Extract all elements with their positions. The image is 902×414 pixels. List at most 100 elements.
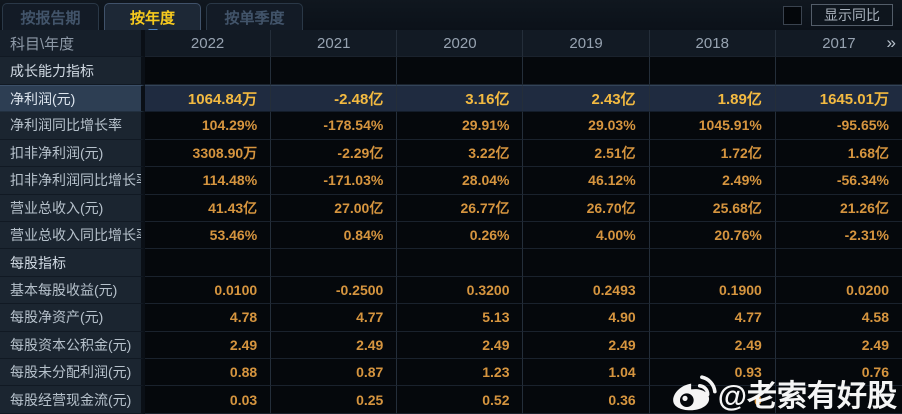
row-value: 2.49%: [649, 167, 776, 195]
row-value: [523, 57, 650, 85]
row-value: 1.04: [523, 359, 650, 387]
show-yoy-button[interactable]: 显示同比: [811, 4, 893, 26]
tab-by-single-quarter[interactable]: 按单季度: [206, 3, 303, 30]
row-label: 每股净资产(元): [0, 304, 145, 332]
row-value: 2.51亿: [523, 139, 650, 168]
table-row: 基本每股收益(元) 0.0100 -0.2500 0.3200 0.2493 0…: [0, 276, 902, 305]
table-row: 每股净资产(元) 4.78 4.77 5.13 4.90 4.77 4.58: [0, 304, 902, 332]
row-value: 0.3200: [397, 276, 524, 305]
tab-by-year[interactable]: 按年度: [104, 3, 201, 30]
row-value: 4.00%: [523, 221, 650, 250]
row-label: 每股未分配利润(元): [0, 359, 145, 387]
row-value: [145, 249, 272, 277]
year-header-2019: 2019: [523, 30, 650, 58]
table-row: 净利润(元) 1064.84万 -2.48亿 3.16亿 2.43亿 1.89亿…: [0, 84, 902, 113]
header-controls: 显示同比: [783, 4, 902, 30]
row-value: 25.68亿: [649, 194, 776, 222]
row-value: -0.2500: [271, 276, 398, 305]
row-label: 净利润(元): [0, 84, 145, 113]
row-value: [649, 57, 776, 85]
row-value: 0.93: [649, 359, 776, 387]
row-value: 0.03: [145, 386, 272, 414]
row-value: -95.65%: [775, 112, 902, 140]
row-value: -2.48亿: [271, 84, 398, 113]
row-value: 2.49: [523, 331, 650, 360]
table-row: 每股指标: [0, 249, 902, 277]
row-value: 20.76%: [649, 221, 776, 250]
row-value: 0.36: [523, 386, 650, 414]
year-header-label: 2017: [822, 34, 856, 52]
row-value: 3308.90万: [145, 139, 272, 168]
row-value: [271, 249, 398, 277]
row-value: 2.49: [649, 331, 776, 360]
tab-by-report-period[interactable]: 按报告期: [2, 3, 99, 30]
row-value: 4.78: [145, 304, 272, 332]
row-value: 28.04%: [397, 167, 524, 195]
table-row: 扣非净利润同比增长率 114.48% -171.03% 28.04% 46.12…: [0, 167, 902, 195]
table-row: 营业总收入(元) 41.43亿 27.00亿 26.77亿 26.70亿 25.…: [0, 194, 902, 222]
row-value: 26.70亿: [523, 194, 650, 222]
row-value: 5.13: [397, 304, 524, 332]
row-label: 每股经营现金流(元): [0, 386, 145, 414]
row-value: [649, 249, 776, 277]
row-value: 3.16亿: [397, 84, 524, 113]
row-value: 0.52: [397, 386, 524, 414]
row-value: 26.77亿: [397, 194, 524, 222]
row-label: 营业总收入同比增长率: [0, 221, 145, 250]
table-header-row: 科目\年度 2022 2021 2020 2019 2018 2017 »: [0, 30, 902, 58]
row-value: 0.25: [271, 386, 398, 414]
row-value: 4.77: [271, 304, 398, 332]
table-row: 成长能力指标: [0, 57, 902, 85]
row-label: 每股资本公积金(元): [0, 331, 145, 360]
table-row: 每股资本公积金(元) 2.49 2.49 2.49 2.49 2.49 2.49: [0, 331, 902, 360]
row-value: 0.1900: [649, 276, 776, 305]
row-value: -2.29亿: [271, 139, 398, 168]
row-value: 53.46%: [145, 221, 272, 250]
table-row: 每股未分配利润(元) 0.88 0.87 1.23 1.04 0.93 0.76: [0, 359, 902, 387]
row-value: 0: [649, 386, 776, 414]
tab-bar: 按报告期 按年度 按单季度 显示同比: [0, 0, 902, 30]
row-value: 21.26亿: [775, 194, 902, 222]
row-value: 1064.84万: [145, 84, 272, 113]
row-value: [145, 57, 272, 85]
row-label: 基本每股收益(元): [0, 276, 145, 305]
row-value: [775, 386, 902, 414]
table-row: 每股经营现金流(元) 0.03 0.25 0.52 0.36 0: [0, 386, 902, 414]
row-value: 0.84%: [271, 221, 398, 250]
show-yoy-checkbox[interactable]: [783, 5, 802, 25]
row-value: -178.54%: [271, 112, 398, 140]
row-value: [397, 249, 524, 277]
row-value: 2.43亿: [523, 84, 650, 113]
year-header-2021: 2021: [271, 30, 398, 58]
table-row: 营业总收入同比增长率 53.46% 0.84% 0.26% 4.00% 20.7…: [0, 221, 902, 250]
row-value: 46.12%: [523, 167, 650, 195]
row-value: 3.22亿: [397, 139, 524, 168]
row-value: 4.90: [523, 304, 650, 332]
row-value: 1.89亿: [649, 84, 776, 113]
row-value: 0.26%: [397, 221, 524, 250]
row-label: 每股指标: [0, 249, 145, 277]
row-value: -171.03%: [271, 167, 398, 195]
row-value: 1.72亿: [649, 139, 776, 168]
row-value: 0.88: [145, 359, 272, 387]
row-value: 1.23: [397, 359, 524, 387]
more-years-icon[interactable]: »: [886, 33, 897, 53]
row-value: -56.34%: [775, 167, 902, 195]
corner-header: 科目\年度: [0, 30, 145, 58]
table-row: 净利润同比增长率 104.29% -178.54% 29.91% 29.03% …: [0, 112, 902, 140]
row-value: 29.91%: [397, 112, 524, 140]
row-value: 2.49: [397, 331, 524, 360]
row-label: 成长能力指标: [0, 57, 145, 85]
row-value: 0.0100: [145, 276, 272, 305]
row-value: 1.68亿: [775, 139, 902, 168]
row-value: 0.0200: [775, 276, 902, 305]
row-value: 114.48%: [145, 167, 272, 195]
row-label: 扣非净利润同比增长率: [0, 167, 145, 195]
row-value: 2.49: [145, 331, 272, 360]
row-label: 营业总收入(元): [0, 194, 145, 222]
row-value: [397, 57, 524, 85]
row-value: [775, 57, 902, 85]
row-value: 0.76: [775, 359, 902, 387]
row-value: 0.2493: [523, 276, 650, 305]
